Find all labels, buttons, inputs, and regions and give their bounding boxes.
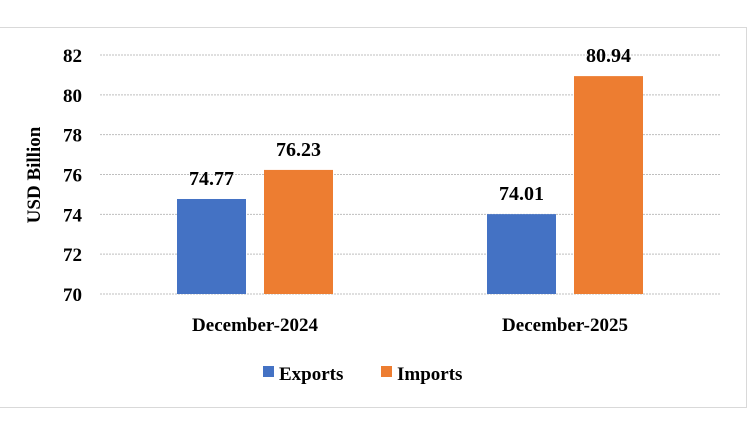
y-tick-label: 72 [63, 245, 82, 266]
y-tick-label: 78 [63, 126, 82, 147]
x-tick-label: December-2025 [502, 315, 628, 336]
y-tick-label: 74 [63, 205, 83, 226]
data-label: 74.77 [189, 168, 234, 190]
y-tick-label: 82 [63, 46, 82, 67]
y-tick-label: 80 [63, 86, 82, 107]
legend-swatch-imports [381, 366, 392, 377]
legend-label: Exports [279, 364, 343, 385]
data-label: 74.01 [499, 183, 544, 205]
y-tick-label: 76 [63, 166, 82, 187]
y-axis-label: USD Billion [24, 126, 45, 223]
x-tick-label: December-2024 [192, 315, 318, 336]
bar-exports [487, 214, 556, 294]
legend-swatch-exports [263, 366, 274, 377]
data-label: 76.23 [276, 139, 321, 161]
chart-frame [0, 27, 747, 408]
bar-imports [264, 169, 333, 294]
bar-exports [177, 198, 246, 294]
bar-imports [574, 76, 643, 294]
data-label: 80.94 [586, 45, 631, 67]
y-tick-label: 70 [63, 285, 82, 306]
legend-label: Imports [397, 364, 462, 385]
